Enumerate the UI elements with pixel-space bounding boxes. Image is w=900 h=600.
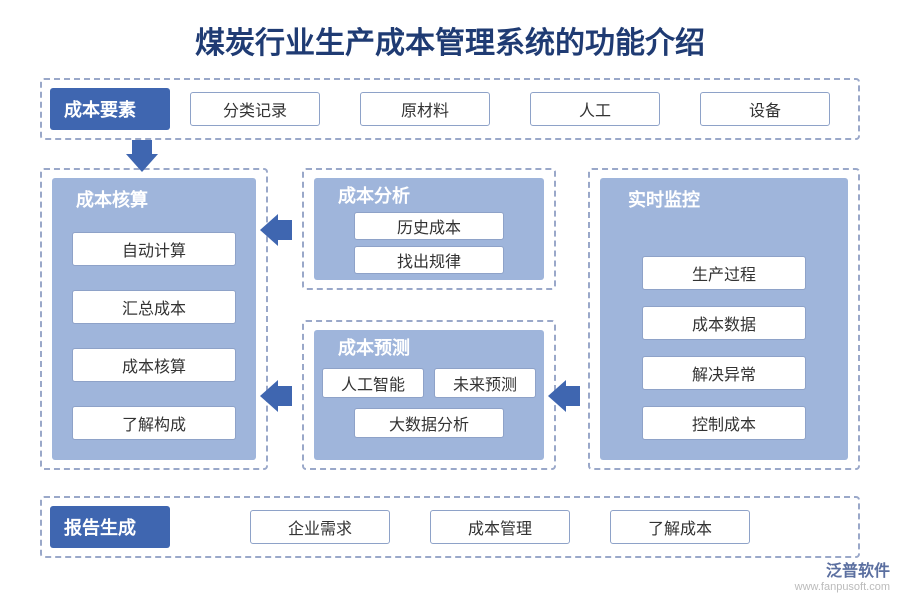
- header-mid1: 成本分析: [324, 182, 474, 208]
- chip-label: 解决异常: [692, 361, 756, 385]
- chip-label: 历史成本: [397, 214, 461, 238]
- chip-label: 原材料: [401, 97, 449, 121]
- chip-mid2-1: 未来预测: [434, 368, 536, 398]
- chip-label: 成本管理: [468, 515, 532, 539]
- chip-mid1-1: 找出规律: [354, 246, 504, 274]
- chip-label: 了解成本: [648, 515, 712, 539]
- chip-mid2-2: 大数据分析: [354, 408, 504, 438]
- header-bottom: 报告生成: [50, 506, 170, 548]
- chip-right-3: 控制成本: [642, 406, 806, 440]
- header-bottom-label: 报告生成: [64, 514, 136, 540]
- header-mid2-label: 成本预测: [338, 334, 410, 360]
- chip-right-0: 生产过程: [642, 256, 806, 290]
- chip-top-2: 人工: [530, 92, 660, 126]
- chip-label: 自动计算: [122, 237, 186, 261]
- chip-top-0: 分类记录: [190, 92, 320, 126]
- chip-left-0: 自动计算: [72, 232, 236, 266]
- header-left-label: 成本核算: [76, 186, 148, 212]
- chip-label: 设备: [749, 97, 781, 121]
- chip-left-3: 了解构成: [72, 406, 236, 440]
- chip-bottom-0: 企业需求: [250, 510, 390, 544]
- chip-label: 人工: [579, 97, 611, 121]
- chip-mid1-0: 历史成本: [354, 212, 504, 240]
- chip-bottom-1: 成本管理: [430, 510, 570, 544]
- header-top-label: 成本要素: [64, 96, 136, 122]
- watermark-url: www.fanpusoft.com: [795, 581, 890, 594]
- chip-label: 分类记录: [223, 97, 287, 121]
- chip-label: 控制成本: [692, 411, 756, 435]
- chip-label: 找出规律: [397, 248, 461, 272]
- chip-left-2: 成本核算: [72, 348, 236, 382]
- chip-bottom-2: 了解成本: [610, 510, 750, 544]
- page-title: 煤炭行业生产成本管理系统的功能介绍: [0, 18, 900, 62]
- chip-label: 生产过程: [692, 261, 756, 285]
- watermark-brand: 泛普软件: [795, 562, 890, 581]
- title-text: 煤炭行业生产成本管理系统的功能介绍: [195, 27, 705, 60]
- header-mid1-label: 成本分析: [338, 182, 410, 208]
- chip-label: 成本核算: [122, 353, 186, 377]
- chip-label: 汇总成本: [122, 295, 186, 319]
- chip-top-3: 设备: [700, 92, 830, 126]
- chip-label: 未来预测: [453, 371, 517, 395]
- chip-mid2-0: 人工智能: [322, 368, 424, 398]
- chip-label: 了解构成: [122, 411, 186, 435]
- chip-right-1: 成本数据: [642, 306, 806, 340]
- watermark: 泛普软件 www.fanpusoft.com: [795, 562, 890, 594]
- header-right: 实时监控: [614, 184, 764, 214]
- header-left: 成本核算: [62, 184, 212, 214]
- chip-label: 大数据分析: [389, 411, 469, 435]
- chip-left-1: 汇总成本: [72, 290, 236, 324]
- chip-label: 企业需求: [288, 515, 352, 539]
- diagram-canvas: 煤炭行业生产成本管理系统的功能介绍 成本要素 成本核算 成本分析 成本预测 实时…: [0, 0, 900, 600]
- chip-label: 人工智能: [341, 371, 405, 395]
- header-mid2: 成本预测: [324, 334, 474, 360]
- chip-label: 成本数据: [692, 311, 756, 335]
- header-right-label: 实时监控: [628, 186, 700, 212]
- header-top: 成本要素: [50, 88, 170, 130]
- chip-top-1: 原材料: [360, 92, 490, 126]
- chip-right-2: 解决异常: [642, 356, 806, 390]
